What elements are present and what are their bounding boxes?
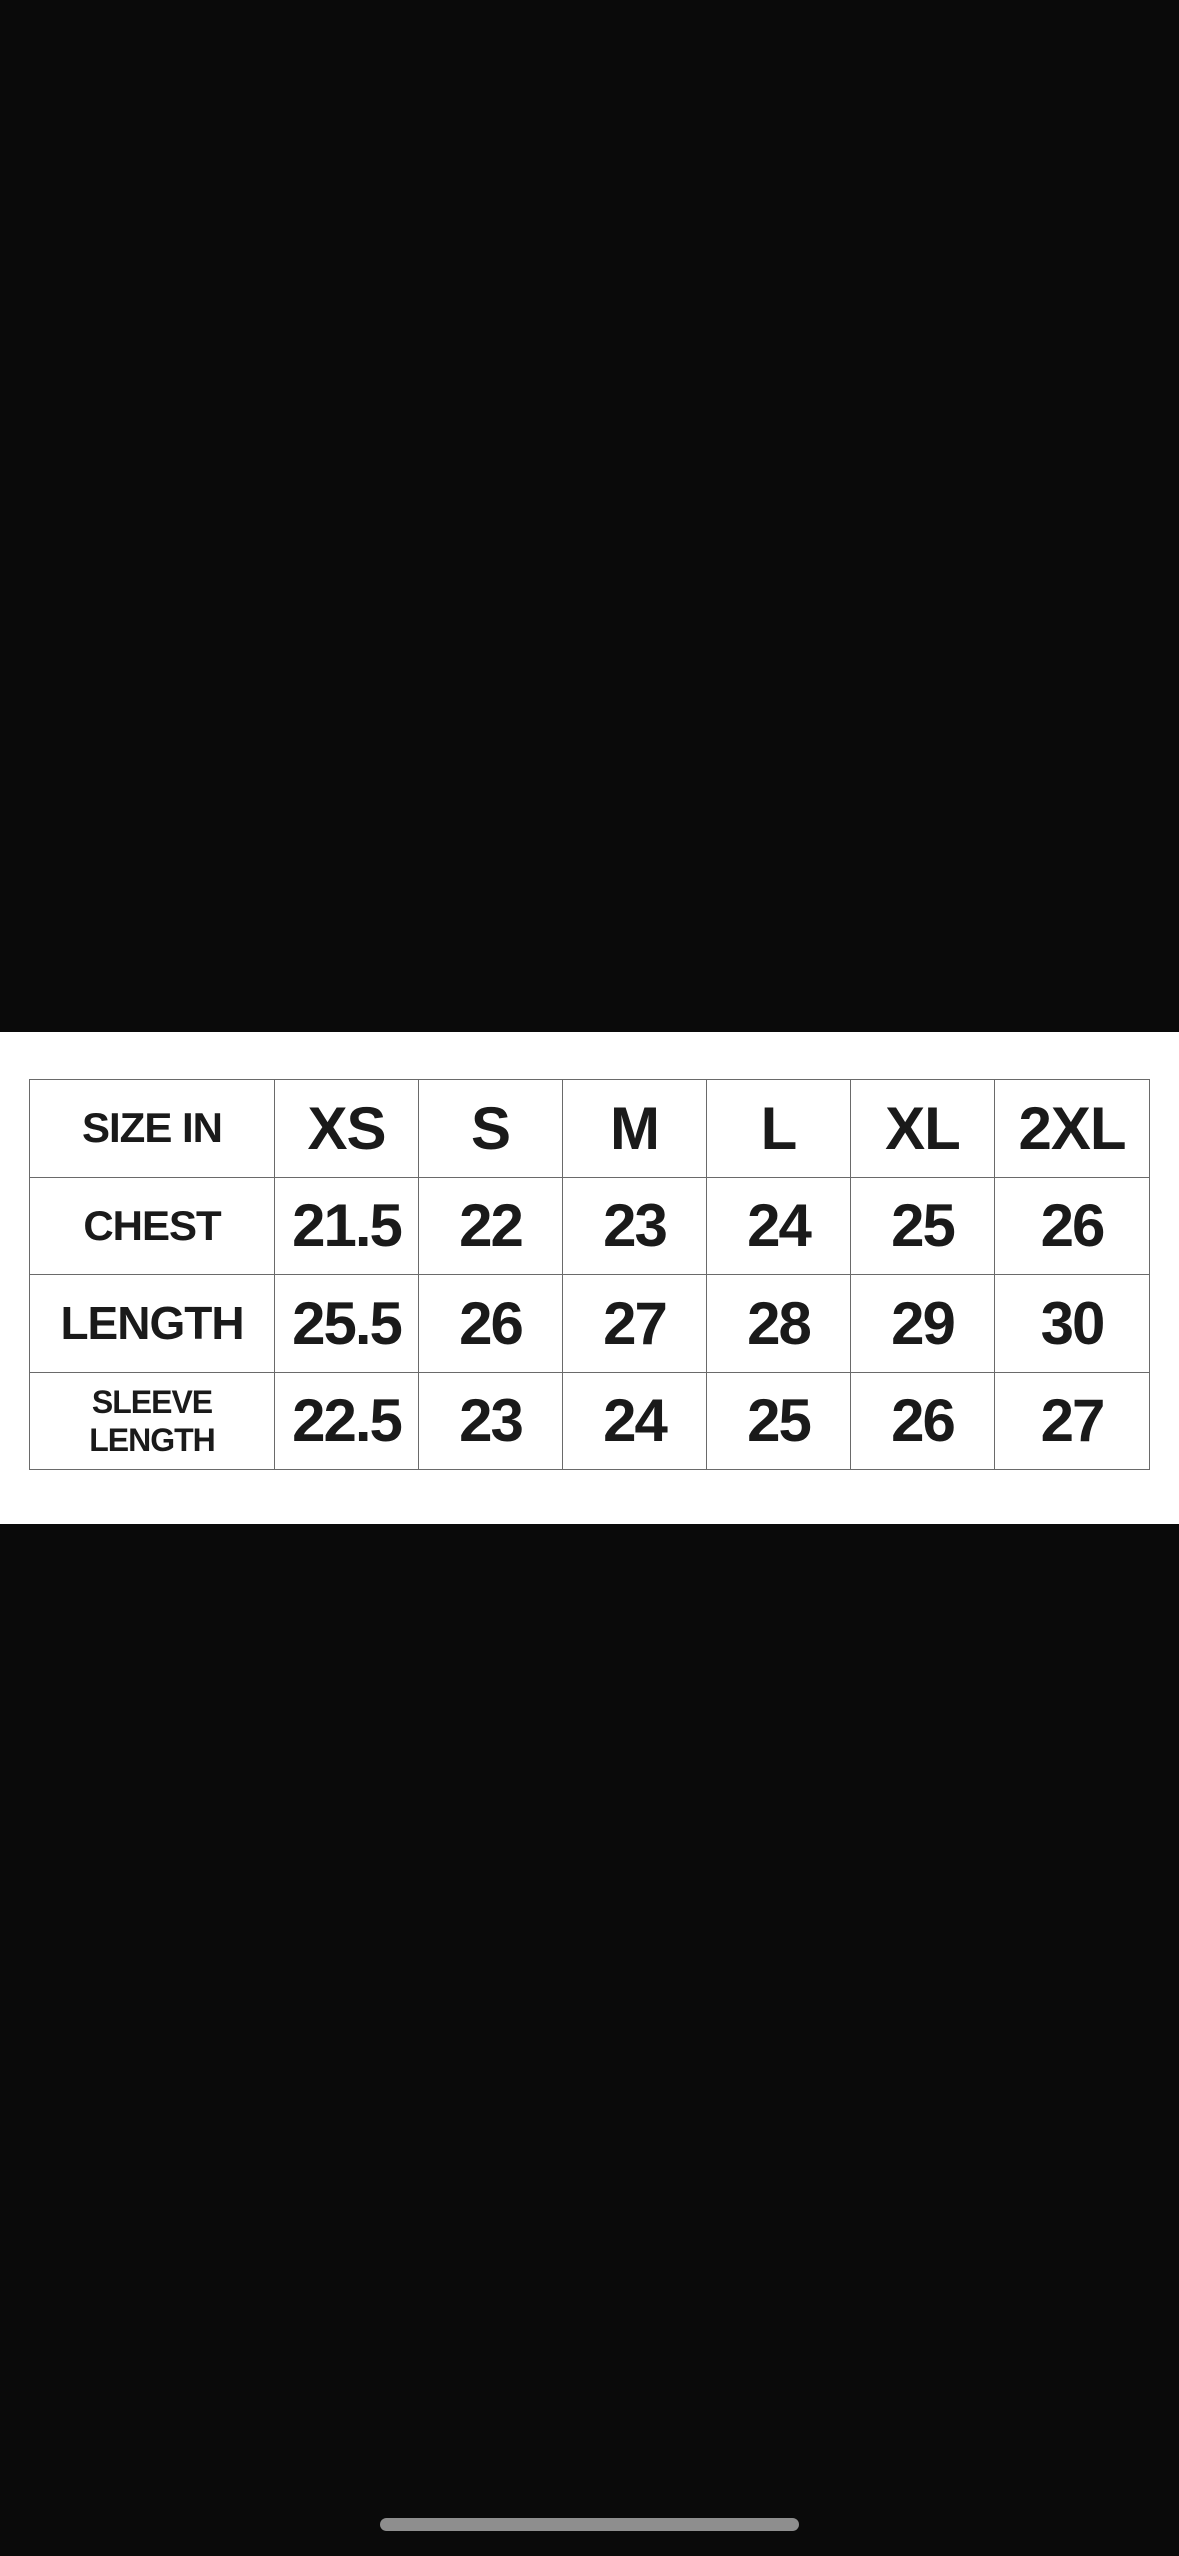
table-cell: 23 (562, 1176, 707, 1275)
header-row: SIZE IN XS S M L XL 2XL (29, 1079, 1150, 1178)
size-header-s: S (418, 1079, 563, 1178)
table-cell: 29 (850, 1274, 995, 1373)
table-cell: 30 (994, 1274, 1150, 1373)
table-row-chest: CHEST 21.5 22 23 24 25 26 (29, 1176, 1150, 1275)
table-cell: 25 (850, 1176, 995, 1275)
table-cell: 26 (850, 1371, 995, 1470)
table-cell: 23 (418, 1371, 563, 1470)
table-cell: 24 (706, 1176, 851, 1275)
size-header-m: M (562, 1079, 707, 1178)
row-label-sleeve-length: SLEEVE LENGTH (29, 1371, 275, 1470)
row-label-chest: CHEST (29, 1176, 275, 1275)
table-cell: 22 (418, 1176, 563, 1275)
table-row-sleeve-length: SLEEVE LENGTH 22.5 23 24 25 26 27 (29, 1371, 1150, 1470)
table-cell: 24 (562, 1371, 707, 1470)
size-chart-table: SIZE IN XS S M L XL 2XL CHEST 21.5 22 23… (29, 1079, 1150, 1470)
table-cell: 26 (994, 1176, 1150, 1275)
size-header-xl: XL (850, 1079, 995, 1178)
table-cell: 25 (706, 1371, 851, 1470)
home-indicator[interactable] (380, 2518, 799, 2531)
table-row-length: LENGTH 25.5 26 27 28 29 30 (29, 1274, 1150, 1373)
table-cell: 22.5 (274, 1371, 419, 1470)
size-header-l: L (706, 1079, 851, 1178)
size-header-2xl: 2XL (994, 1079, 1150, 1178)
table-cell: 21.5 (274, 1176, 419, 1275)
table-cell: 25.5 (274, 1274, 419, 1373)
table-cell: 26 (418, 1274, 563, 1373)
table-cell: 27 (994, 1371, 1150, 1470)
size-header-xs: XS (274, 1079, 419, 1178)
row-label-length: LENGTH (29, 1274, 275, 1373)
row-label-line: SLEEVE (91, 1383, 213, 1420)
row-label-line: LENGTH (89, 1421, 216, 1458)
table-cell: 27 (562, 1274, 707, 1373)
table-cell: 28 (706, 1274, 851, 1373)
corner-label: SIZE IN (29, 1079, 275, 1178)
